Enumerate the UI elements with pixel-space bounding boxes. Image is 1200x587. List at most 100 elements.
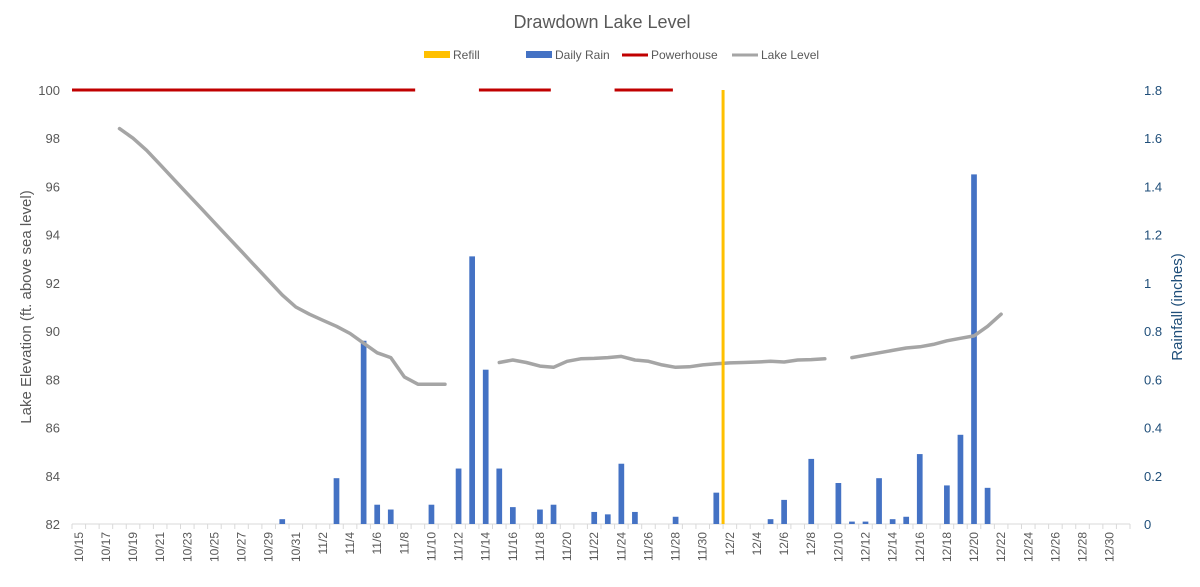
x-tick-label-25: 12/4	[750, 532, 764, 556]
x-tick-label-18: 11/20	[560, 532, 574, 561]
rain-bar-0	[279, 519, 286, 524]
rain-bar-20	[781, 499, 787, 524]
rain-bars	[279, 174, 991, 524]
y-right-tick-5: 1	[1144, 276, 1151, 291]
x-tick-label-33: 12/20	[967, 532, 981, 562]
y-right-tick-9: 1.8	[1144, 83, 1162, 98]
x-tick-label-12: 11/8	[397, 532, 411, 555]
y-right-tick-4: 0.8	[1144, 324, 1162, 339]
legend: Refill Daily Rain Powerhouse Lake Level	[424, 48, 819, 62]
y-left-tick-1: 84	[46, 469, 60, 484]
y-right-tick-0: 0	[1144, 517, 1151, 532]
rain-bar-2	[360, 340, 367, 524]
y-right-tick-6: 1.2	[1144, 228, 1162, 243]
x-tick-label-8: 10/31	[289, 532, 303, 562]
rain-bar-1	[333, 478, 340, 524]
y-left-tick-2: 86	[46, 421, 60, 436]
y-left-tick-0: 82	[46, 517, 60, 532]
rain-bar-18	[713, 492, 720, 524]
legend-label-1: Daily Rain	[555, 48, 610, 62]
rain-bar-30	[957, 434, 964, 524]
x-tick-label-36: 12/26	[1048, 532, 1062, 562]
rain-bar-4	[387, 509, 394, 524]
rain-bar-24	[862, 521, 869, 524]
x-tick-label-3: 10/21	[153, 532, 167, 562]
y-axis-left-label: Lake Elevation (ft. above sea level)	[18, 190, 35, 423]
rain-bar-11	[537, 509, 543, 524]
x-tick-label-6: 10/27	[235, 532, 249, 562]
y-axis-right: 0 0.2 0.4 0.6 0.8 1 1.2 1.4 1.6 1.8	[1144, 83, 1162, 532]
x-tick-label-10: 11/4	[343, 532, 357, 555]
y-right-tick-3: 0.6	[1144, 372, 1162, 387]
rain-bar-16	[632, 511, 638, 524]
x-tick-label-22: 11/28	[669, 532, 683, 561]
rain-bar-14	[604, 514, 611, 524]
rain-bar-17	[672, 516, 679, 524]
x-tick-label-9: 11/2	[316, 532, 330, 555]
x-tick-label-26: 12/6	[777, 532, 791, 556]
x-tick-label-35: 12/24	[1021, 532, 1035, 562]
legend-label-2: Powerhouse	[651, 48, 718, 62]
rain-bar-31	[971, 174, 977, 524]
rain-bar-12	[550, 504, 557, 524]
x-tick-label-2: 10/19	[126, 532, 140, 562]
x-tick-label-28: 12/10	[831, 532, 845, 562]
y-left-tick-5: 92	[46, 276, 60, 291]
x-tick-label-16: 11/16	[506, 532, 520, 561]
rain-bar-8	[482, 369, 489, 524]
y-left-tick-4: 90	[46, 324, 60, 339]
rain-bar-3	[374, 504, 381, 524]
lake-level-lines	[117, 126, 1003, 386]
y-right-tick-1: 0.2	[1144, 469, 1162, 484]
x-tick-label-19: 11/22	[587, 532, 601, 561]
rain-bar-10	[509, 507, 516, 524]
rain-bar-23	[849, 521, 855, 524]
rain-bar-15	[618, 463, 625, 524]
y-right-tick-7: 1.4	[1144, 179, 1162, 194]
x-tick-label-7: 10/29	[262, 532, 276, 562]
x-tick-label-11: 11/6	[370, 532, 384, 555]
rain-bar-9	[496, 468, 503, 524]
rain-bar-28	[916, 454, 923, 524]
y-right-tick-2: 0.4	[1144, 421, 1162, 436]
x-tick-label-1: 10/17	[99, 532, 113, 562]
x-tick-label-21: 11/26	[641, 532, 655, 561]
lake-level-line-0	[117, 126, 447, 386]
x-tick-label-38: 12/30	[1103, 532, 1117, 562]
y-axis-left: 82 84 86 88 90 92 94 96 98 100	[38, 83, 60, 532]
y-left-tick-8: 98	[46, 131, 60, 146]
rain-bar-22	[835, 483, 842, 524]
x-tick-label-20: 11/24	[614, 532, 628, 561]
lake-level-line-2	[850, 312, 1003, 360]
x-tick-label-27: 12/8	[804, 532, 818, 556]
x-tick-label-32: 12/18	[940, 532, 954, 562]
x-tick-label-24: 12/2	[723, 532, 737, 556]
y-left-tick-6: 94	[46, 228, 60, 243]
x-tick-label-13: 11/10	[424, 532, 438, 561]
x-tick-label-4: 10/23	[180, 532, 194, 562]
rain-bar-26	[889, 519, 896, 524]
chart-title: Drawdown Lake Level	[513, 12, 690, 32]
rain-bar-13	[591, 511, 598, 524]
rain-bar-19	[767, 519, 774, 524]
x-tick-label-29: 12/12	[859, 532, 873, 562]
legend-label-3: Lake Level	[761, 48, 819, 62]
x-tick-label-31: 12/16	[913, 532, 927, 562]
x-tick-label-37: 12/28	[1076, 532, 1090, 562]
x-axis: 10/15 10/17 10/19 10/21 10/23 10/25 10/27 10/29…	[71, 523, 1131, 562]
y-left-tick-7: 96	[46, 179, 60, 194]
x-tick-label-17: 11/18	[533, 532, 547, 561]
legend-swatch-1	[526, 51, 552, 58]
x-tick-label-23: 11/30	[696, 532, 710, 561]
lake-level-line-1	[497, 354, 827, 370]
y-left-tick-3: 88	[46, 372, 60, 387]
x-tick-label-0: 10/15	[72, 532, 86, 562]
x-tick-label-15: 11/14	[479, 532, 493, 561]
y-right-tick-8: 1.6	[1144, 131, 1162, 146]
y-axis-right-label: Rainfall (inches)	[1169, 253, 1186, 361]
x-tick-label-30: 12/14	[886, 532, 900, 562]
y-left-tick-9: 100	[38, 83, 60, 98]
rain-bar-29	[944, 485, 950, 524]
